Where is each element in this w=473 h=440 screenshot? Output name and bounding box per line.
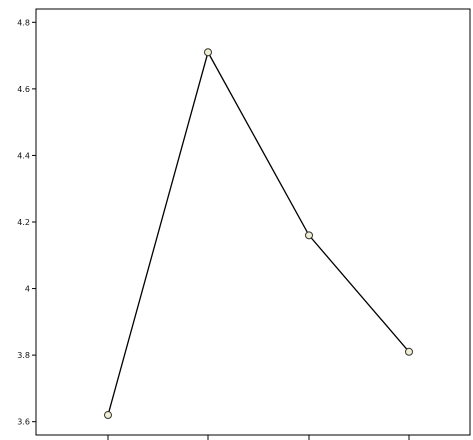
y-tick-label: 4.4 — [17, 151, 30, 160]
x-axis — [107, 435, 410, 440]
y-tick-label: 4.2 — [17, 218, 30, 227]
series-group — [104, 48, 413, 420]
y-tick-label: 3.8 — [17, 351, 30, 360]
data-point — [405, 347, 413, 356]
data-point — [305, 231, 313, 240]
plot-frame — [35, 8, 471, 436]
data-point — [104, 411, 112, 420]
y-tick-label: 3.6 — [17, 418, 30, 427]
y-axis: 3.6 3.8 4 4.2 4.4 4.6 4.8 — [17, 18, 36, 427]
y-tick-label: 4 — [25, 285, 30, 294]
y-tick-label: 4.6 — [17, 85, 30, 94]
y-tick-label: 4.8 — [17, 18, 30, 27]
data-point — [204, 48, 212, 57]
series-line — [107, 50, 410, 416]
